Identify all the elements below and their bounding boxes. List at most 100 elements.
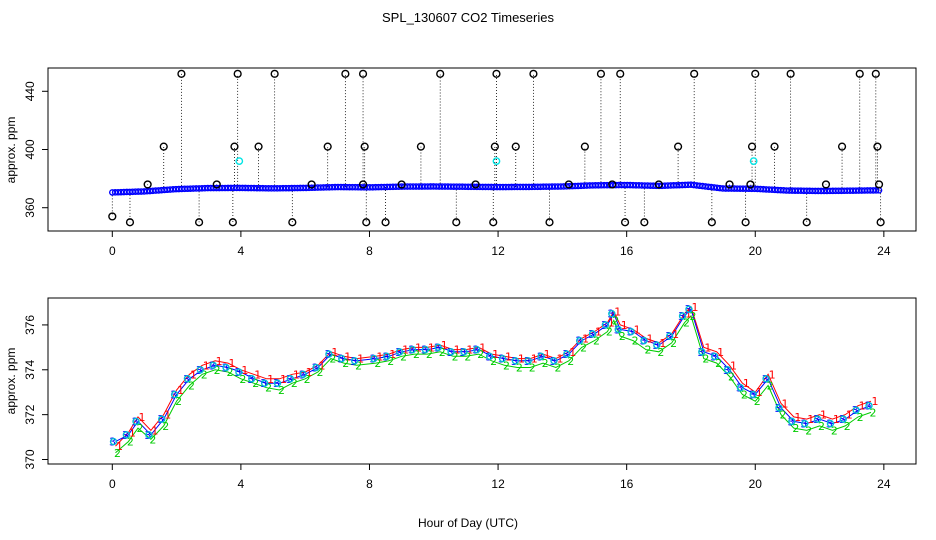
series-glyph-2: 2 xyxy=(374,357,381,370)
top-x-tick-label: 16 xyxy=(620,244,634,258)
top-y-tick-label: 440 xyxy=(23,81,37,101)
series-glyph-2: 2 xyxy=(304,373,311,386)
series-glyph-2: 2 xyxy=(554,362,561,375)
series-circle-marker xyxy=(485,352,494,361)
series-glyph-3: 3 xyxy=(472,344,479,357)
top-outlier-point xyxy=(254,142,263,151)
bottom-y-tick-label: 376 xyxy=(23,315,37,335)
series-glyph-3: 3 xyxy=(408,344,415,357)
series-circle-marker xyxy=(710,352,719,361)
series-glyph-2: 2 xyxy=(754,395,761,408)
series-glyph-2: 2 xyxy=(149,433,156,446)
top-flagged-markers xyxy=(235,157,758,166)
series-glyph-1: 1 xyxy=(116,440,123,453)
series-circle-marker xyxy=(460,348,468,356)
series-circle-marker xyxy=(434,343,442,352)
top-y-axis-title: approx. ppm xyxy=(4,117,18,184)
top-outlier-point xyxy=(873,142,882,151)
series-glyph-1: 1 xyxy=(306,366,313,379)
series-circle-marker xyxy=(498,354,507,363)
top-outlier-point xyxy=(108,212,117,221)
series-glyph-3: 3 xyxy=(774,402,781,415)
series-glyph-2: 2 xyxy=(792,422,799,435)
series-glyph-2: 2 xyxy=(227,366,234,379)
series-glyph-3: 3 xyxy=(736,382,743,395)
series-glyph-1: 1 xyxy=(685,308,692,321)
series-glyph-2: 2 xyxy=(387,355,394,368)
top-outlier-point xyxy=(608,180,617,189)
series-glyph-2: 2 xyxy=(127,436,134,449)
top-x-tick-label: 0 xyxy=(109,244,116,258)
top-outlier-point xyxy=(821,180,831,189)
top-outlier-point xyxy=(640,218,649,227)
series-glyph-1: 1 xyxy=(505,350,512,363)
top-flagged-point xyxy=(749,157,758,166)
top-flagged-point xyxy=(492,157,501,166)
series-glyph-3: 3 xyxy=(710,350,717,363)
series-glyph-2: 2 xyxy=(252,377,259,390)
top-outlier-point xyxy=(511,142,520,151)
series-glyph-2: 2 xyxy=(542,357,549,370)
series-glyph-3: 3 xyxy=(549,355,556,368)
series-glyph-2: 2 xyxy=(355,359,362,372)
series-glyph-2: 2 xyxy=(741,388,748,401)
top-outlier-point xyxy=(580,142,589,151)
top-outlier-point xyxy=(341,69,350,78)
top-outlier-point xyxy=(489,218,498,227)
series-glyph-3: 3 xyxy=(485,350,492,363)
series-circle-marker xyxy=(601,321,610,329)
series-circle-marker xyxy=(132,417,140,426)
top-outlier-point xyxy=(490,142,499,151)
series-glyph-2: 2 xyxy=(317,366,324,379)
series-glyph-1: 1 xyxy=(794,411,801,424)
top-outlier-point xyxy=(725,180,734,189)
series-glyph-3: 3 xyxy=(562,348,569,361)
top-outlier-point xyxy=(307,180,316,189)
top-outlier-point xyxy=(855,69,864,78)
series-glyph-2: 2 xyxy=(805,424,812,437)
bottom-y-tick-label: 370 xyxy=(23,449,37,469)
top-main-series xyxy=(108,181,883,196)
series-glyph-2: 2 xyxy=(452,350,459,363)
series-glyph-3: 3 xyxy=(209,359,216,372)
series-circle-marker xyxy=(813,415,822,423)
series-glyph-2: 2 xyxy=(715,357,722,370)
series-glyph-2: 2 xyxy=(702,353,709,366)
series-circle-marker xyxy=(665,332,674,340)
series-glyph-2: 2 xyxy=(857,411,864,424)
top-outlier-point xyxy=(747,142,757,151)
series-glyph-2: 2 xyxy=(114,447,121,460)
series-glyph-1: 1 xyxy=(756,386,763,399)
series-circle-marker xyxy=(350,357,359,365)
series-glyph-1: 1 xyxy=(293,368,300,381)
series-glyph-1: 1 xyxy=(634,323,641,336)
top-outlier-point xyxy=(564,180,573,189)
series-glyph-3: 3 xyxy=(498,353,505,366)
series-glyph-2: 2 xyxy=(619,330,626,343)
series-glyph-2: 2 xyxy=(477,348,484,361)
top-outlier-point xyxy=(770,142,779,151)
series-circle-marker xyxy=(653,341,661,349)
series-glyph-2: 2 xyxy=(831,424,838,437)
top-outlier-point xyxy=(690,69,699,78)
series-glyph-1: 1 xyxy=(331,346,338,359)
top-x-tick-label: 24 xyxy=(877,244,891,258)
series-glyph-1: 1 xyxy=(659,337,666,350)
top-outlier-point xyxy=(212,180,221,189)
series-glyph-3: 3 xyxy=(575,335,582,348)
series-circle-marker xyxy=(698,348,706,356)
series-circle-marker xyxy=(248,375,256,383)
top-x-tick-label: 20 xyxy=(749,244,763,258)
bottom-y-axis: 370 372 374 376 xyxy=(23,315,49,470)
series-glyph-2: 2 xyxy=(175,395,182,408)
series-circle-marker xyxy=(775,404,783,412)
series-line-2 xyxy=(115,314,872,454)
series-glyph-1: 1 xyxy=(415,341,422,354)
top-outlier-point xyxy=(654,180,663,189)
series-glyph-1: 1 xyxy=(717,346,724,359)
series-circle-marker xyxy=(370,354,378,363)
series-circle-marker xyxy=(511,357,520,365)
top-outlier-point xyxy=(143,180,152,189)
series-glyph-3: 3 xyxy=(382,350,389,363)
series-glyph-2: 2 xyxy=(869,406,876,419)
